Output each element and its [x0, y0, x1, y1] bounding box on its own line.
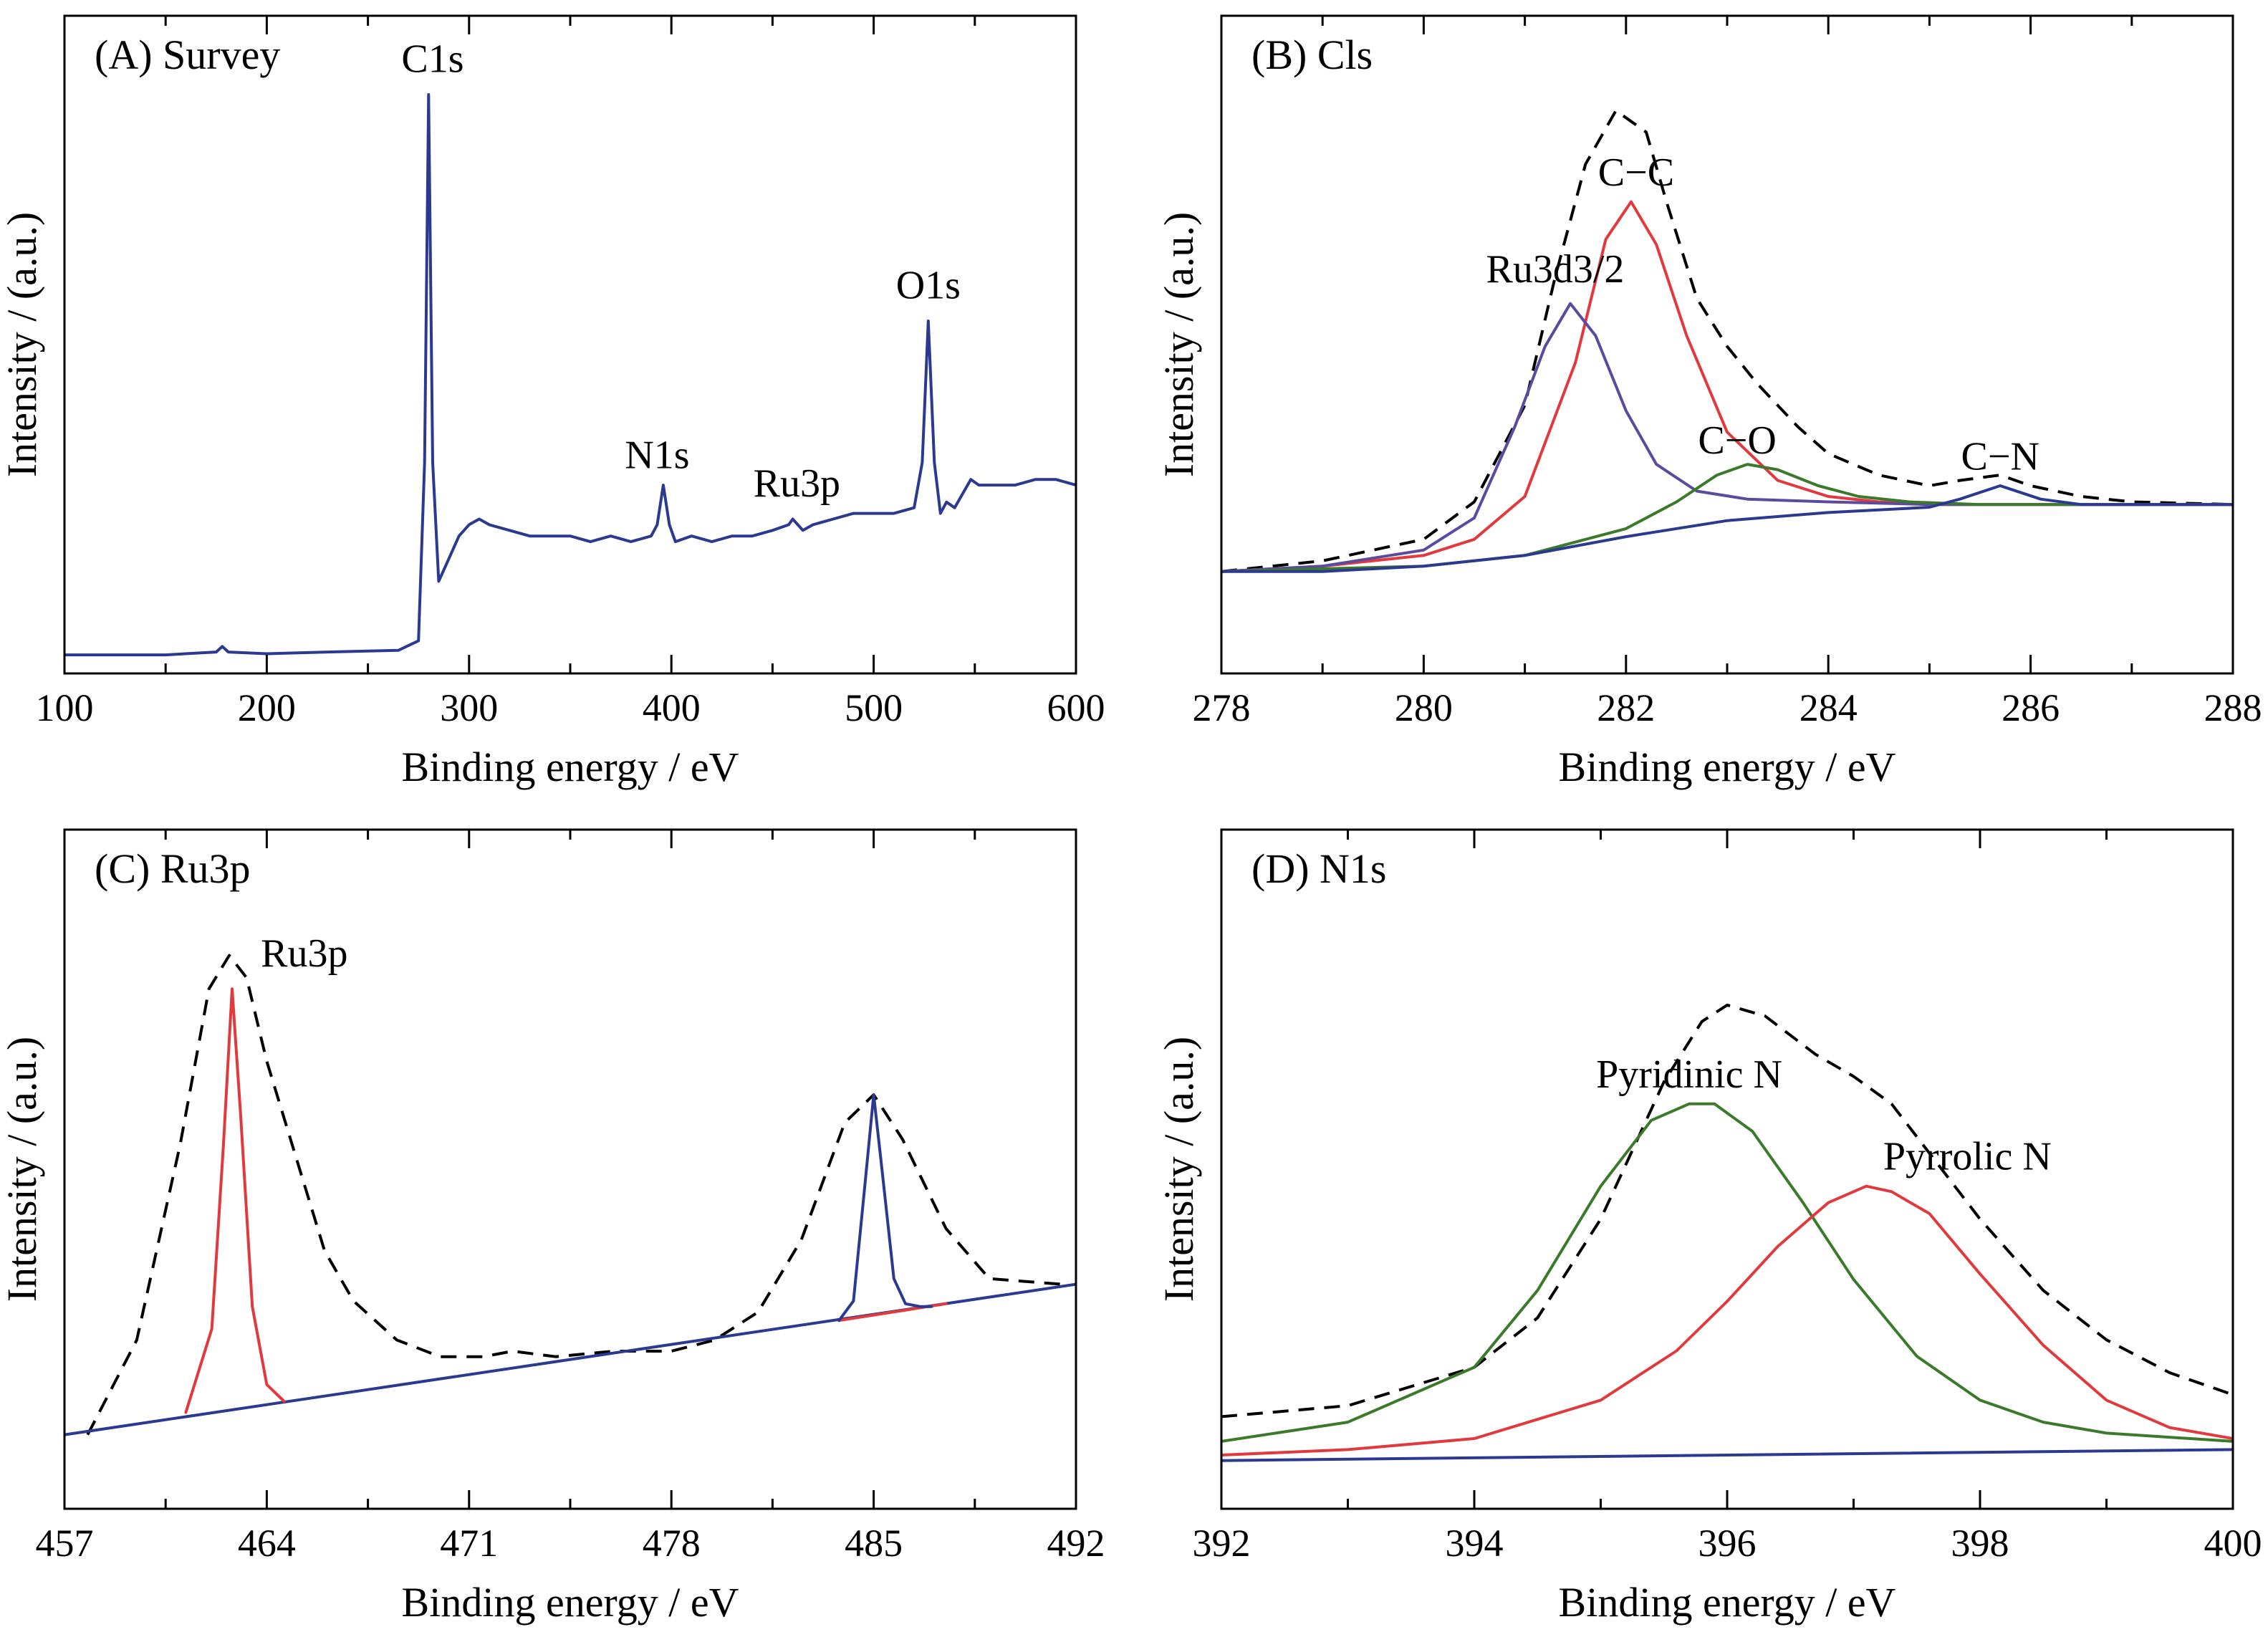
- x-tick-label: 280: [1395, 686, 1453, 729]
- peak-label: C−O: [1698, 418, 1776, 463]
- plot-frame: [63, 14, 1077, 675]
- x-tick-label: 400: [2204, 1522, 2262, 1565]
- peak-label: Ru3p: [261, 931, 347, 976]
- peak-label: C−C: [1598, 150, 1674, 195]
- x-axis-title: Binding energy / eV: [402, 744, 739, 790]
- x-tick-label: 282: [1597, 686, 1655, 729]
- series-line-1: [1221, 200, 2233, 573]
- panel-c: 457 464 471 478 485 492 Binding energy / eV Int…: [0, 828, 1105, 1626]
- series-line-3: [1221, 1448, 2233, 1462]
- x-tick-label: 457: [36, 1522, 94, 1565]
- series-line-4: [1221, 484, 2233, 573]
- x-tick-label: 278: [1193, 686, 1251, 729]
- x-tick-label: 392: [1193, 1522, 1251, 1565]
- x-axis-title: Binding energy / eV: [1559, 1579, 1896, 1626]
- series-line-3: [1221, 463, 2233, 573]
- peak-label: N1s: [625, 433, 689, 477]
- series-line-0: [1221, 109, 2233, 573]
- series-line-0: [1221, 1003, 2233, 1419]
- series-group: [64, 93, 1076, 657]
- y-axis-title: Intensity / (a.u.): [1155, 1037, 1202, 1302]
- x-tick-label: 478: [643, 1522, 701, 1565]
- x-tick-label: 288: [2204, 686, 2262, 729]
- peak-label: C1s: [401, 37, 463, 81]
- series-line-2: [1221, 302, 2233, 573]
- x-tick-label: 300: [440, 686, 498, 729]
- series-line-0: [64, 93, 1076, 657]
- x-tick-label: 492: [1047, 1522, 1105, 1565]
- series-line-2: [184, 987, 286, 1414]
- x-tick-label: 400: [643, 686, 701, 729]
- x-tick-label: 464: [238, 1522, 296, 1565]
- plot-frame: [1220, 14, 2234, 675]
- x-tick-label: 485: [845, 1522, 903, 1565]
- x-tick-label: 200: [238, 686, 296, 729]
- series-group: [1221, 109, 2233, 573]
- x-tick-label: 500: [845, 686, 903, 729]
- y-axis-title: Intensity / (a.u.): [0, 1037, 45, 1302]
- y-axis-title: Intensity / (a.u.): [0, 212, 45, 477]
- series-line-0: [86, 954, 1062, 1436]
- panel-d: 392 394 396 398 400 Binding energy / eV Intens…: [1155, 828, 2262, 1626]
- series-group: [1221, 1003, 2233, 1462]
- x-tick-label: 100: [36, 686, 94, 729]
- peak-label: C−N: [1961, 435, 2039, 479]
- series-group: [64, 954, 1076, 1436]
- panel-title: (C) Ru3p: [95, 845, 251, 892]
- series-line-2: [1221, 1184, 2233, 1456]
- peak-label: Ru3p: [754, 461, 840, 506]
- x-tick-label: 396: [1698, 1522, 1757, 1565]
- x-tick-label: 398: [1951, 1522, 2009, 1565]
- x-axis-title: Binding energy / eV: [402, 1579, 739, 1626]
- panel-title: (A) Survey: [95, 32, 280, 78]
- x-axis-title: Binding energy / eV: [1559, 744, 1896, 790]
- x-tick-label: 471: [440, 1522, 498, 1565]
- y-axis-title: Intensity / (a.u.): [1155, 212, 1202, 477]
- plot-frame: [1220, 828, 2234, 1510]
- peak-label: Pyrrolic N: [1883, 1135, 2052, 1179]
- peak-label: Ru3d3/2: [1486, 247, 1624, 292]
- panel-a: 100 200 300 400 500 600 Binding energy / eV Int…: [0, 14, 1105, 790]
- x-tick-label: 284: [1799, 686, 1858, 729]
- x-tick-label: 286: [2002, 686, 2060, 729]
- panel-title: (D) N1s: [1251, 845, 1386, 892]
- series-line-1: [1221, 1102, 2233, 1443]
- plot-frame: [63, 828, 1077, 1510]
- series-line-4: [837, 1093, 933, 1323]
- peak-label: O1s: [896, 263, 961, 307]
- panel-title: (B) Cls: [1251, 32, 1373, 78]
- x-tick-label: 600: [1047, 686, 1105, 729]
- peak-label: Pyridinic N: [1596, 1052, 1782, 1097]
- panel-b: 278 280 282 284 286 288 Binding energy / eV Int…: [1155, 14, 2262, 790]
- x-tick-label: 394: [1446, 1522, 1504, 1565]
